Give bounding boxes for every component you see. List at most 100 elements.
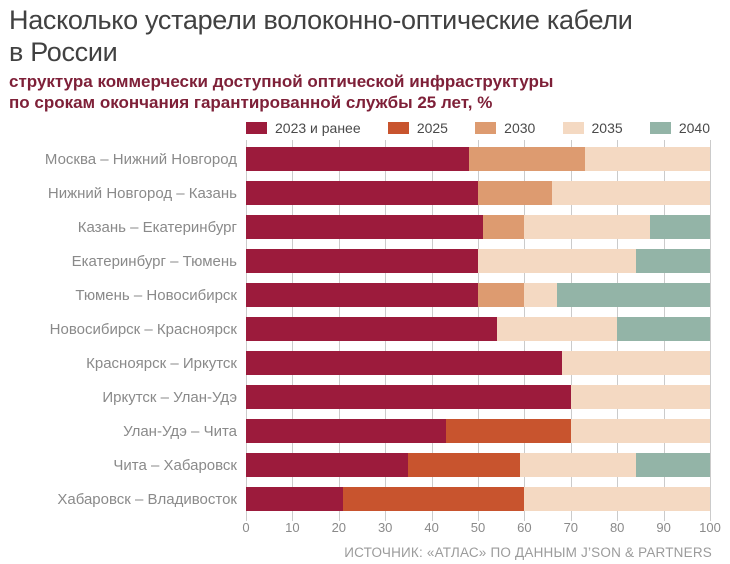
chart-row: Тюмень – Новосибирск	[0, 278, 730, 312]
source-note: ИСТОЧНИК: «АТЛАС» ПО ДАННЫМ J’SON & PART…	[344, 545, 712, 560]
bar-segment-2040	[635, 249, 710, 273]
x-tick-label: 0	[242, 520, 250, 535]
bar-segment-2030	[468, 147, 585, 171]
subtitle-line-2: по срокам окончания гарантированной служ…	[9, 93, 493, 112]
bar-segment-2023 и ранее	[246, 147, 469, 171]
legend-swatch	[387, 122, 409, 134]
x-tick-label: 60	[517, 520, 532, 535]
bar-segment-2023 и ранее	[246, 317, 497, 341]
category-label: Хабаровск – Владивосток	[57, 490, 237, 508]
bar-segment-2030	[478, 181, 553, 205]
bar-segment-2035	[519, 453, 636, 477]
legend: 2023 и ранее 2025 2030 2035 2040	[246, 119, 710, 137]
legend-swatch	[649, 122, 671, 134]
chart-row: Красноярск – Иркутск	[0, 346, 730, 380]
bar-track	[246, 147, 710, 171]
chart-row: Новосибирск – Красноярск	[0, 312, 730, 346]
bar-segment-2035	[584, 147, 710, 171]
legend-item: 2035	[562, 120, 623, 136]
chart-row: Екатеринбург – Тюмень	[0, 244, 730, 278]
subtitle-line-1: структура коммерчески доступной оптическ…	[9, 72, 554, 91]
legend-label: 2030	[504, 120, 536, 136]
bar-track	[246, 249, 710, 273]
bar-track	[246, 181, 710, 205]
x-tick-label: 90	[656, 520, 671, 535]
category-label: Москва – Нижний Новгород	[44, 150, 237, 168]
bar-segment-2040	[635, 453, 710, 477]
category-label: Чита – Хабаровск	[113, 456, 237, 474]
bar-track	[246, 453, 710, 477]
bar-track	[246, 215, 710, 239]
chart-rows: Москва – Нижний Новгород Нижний Новгород …	[0, 142, 730, 516]
category-label: Новосибирск – Красноярск	[49, 320, 237, 338]
bar-segment-2025	[445, 419, 571, 443]
bar-segment-2023 и ранее	[246, 181, 478, 205]
bar-segment-2023 и ранее	[246, 351, 562, 375]
page-title: Насколько устарели волоконно-оптические …	[9, 4, 718, 68]
bar-track	[246, 351, 710, 375]
bar-track	[246, 385, 710, 409]
chart-row: Казань – Екатеринбург	[0, 210, 730, 244]
x-tick-label: 50	[470, 520, 486, 535]
legend-item: 2025	[387, 120, 448, 136]
category-label: Красноярск – Иркутск	[86, 354, 237, 372]
x-tick-label: 40	[424, 520, 439, 535]
chart-row: Хабаровск – Владивосток	[0, 482, 730, 516]
category-label: Улан-Удэ – Чита	[123, 422, 237, 440]
bar-segment-2023 и ранее	[246, 487, 344, 511]
bar-segment-2040	[617, 317, 710, 341]
bar-segment-2035	[478, 249, 636, 273]
category-label: Екатеринбург – Тюмень	[71, 252, 237, 270]
legend-swatch	[475, 122, 497, 134]
bar-segment-2040	[556, 283, 710, 307]
x-tick-label: 70	[563, 520, 579, 535]
bar-track	[246, 487, 710, 511]
x-tick-label: 30	[377, 520, 393, 535]
bar-segment-2035	[570, 419, 710, 443]
x-tick-label: 10	[285, 520, 300, 535]
x-tick-label: 20	[331, 520, 347, 535]
bar-track	[246, 283, 710, 307]
bar-segment-2035	[552, 181, 710, 205]
bar-segment-2035	[524, 215, 650, 239]
bar-segment-2040	[649, 215, 710, 239]
chart-row: Иркутск – Улан-Удэ	[0, 380, 730, 414]
x-tick-label: 100	[699, 520, 721, 535]
bar-segment-2035	[561, 351, 710, 375]
title-line-1: Насколько устарели волоконно-оптические …	[9, 5, 633, 35]
legend-label: 2023 и ранее	[275, 120, 361, 136]
bar-track	[246, 419, 710, 443]
header: Насколько устарели волоконно-оптические …	[0, 0, 730, 113]
bar-segment-2035	[570, 385, 710, 409]
stacked-bar-chart: Москва – Нижний Новгород Нижний Новгород …	[0, 140, 730, 536]
bar-segment-2023 и ранее	[246, 215, 483, 239]
chart-row: Москва – Нижний Новгород	[0, 142, 730, 176]
bar-segment-2030	[478, 283, 525, 307]
bar-segment-2023 и ранее	[246, 385, 571, 409]
x-tick-label: 80	[609, 520, 625, 535]
bar-segment-2023 и ранее	[246, 453, 409, 477]
bar-segment-2023 и ранее	[246, 283, 478, 307]
bar-segment-2023 и ранее	[246, 419, 446, 443]
bar-segment-2035	[524, 487, 710, 511]
legend-item: 2040	[649, 120, 710, 136]
legend-label: 2025	[416, 120, 448, 136]
x-axis: 0 10 20 30 40 50 60 70 80 90 100	[242, 520, 720, 536]
category-label: Казань – Екатеринбург	[77, 218, 237, 236]
bar-segment-2035	[524, 283, 557, 307]
bar-segment-2025	[408, 453, 520, 477]
category-label: Иркутск – Улан-Удэ	[102, 388, 237, 406]
legend-label: 2035	[591, 120, 623, 136]
legend-item: 2023 и ранее	[246, 120, 361, 136]
bar-segment-2030	[482, 215, 525, 239]
chart-row: Нижний Новгород – Казань	[0, 176, 730, 210]
chart-row: Чита – Хабаровск	[0, 448, 730, 482]
legend-item: 2030	[475, 120, 535, 136]
gridline	[710, 140, 711, 521]
bar-segment-2025	[343, 487, 525, 511]
category-label: Тюмень – Новосибирск	[75, 286, 237, 304]
chart-subtitle: структура коммерчески доступной оптическ…	[9, 71, 718, 113]
category-label: Нижний Новгород – Казань	[47, 184, 237, 202]
legend-label: 2040	[678, 120, 710, 136]
legend-swatch	[562, 122, 584, 134]
